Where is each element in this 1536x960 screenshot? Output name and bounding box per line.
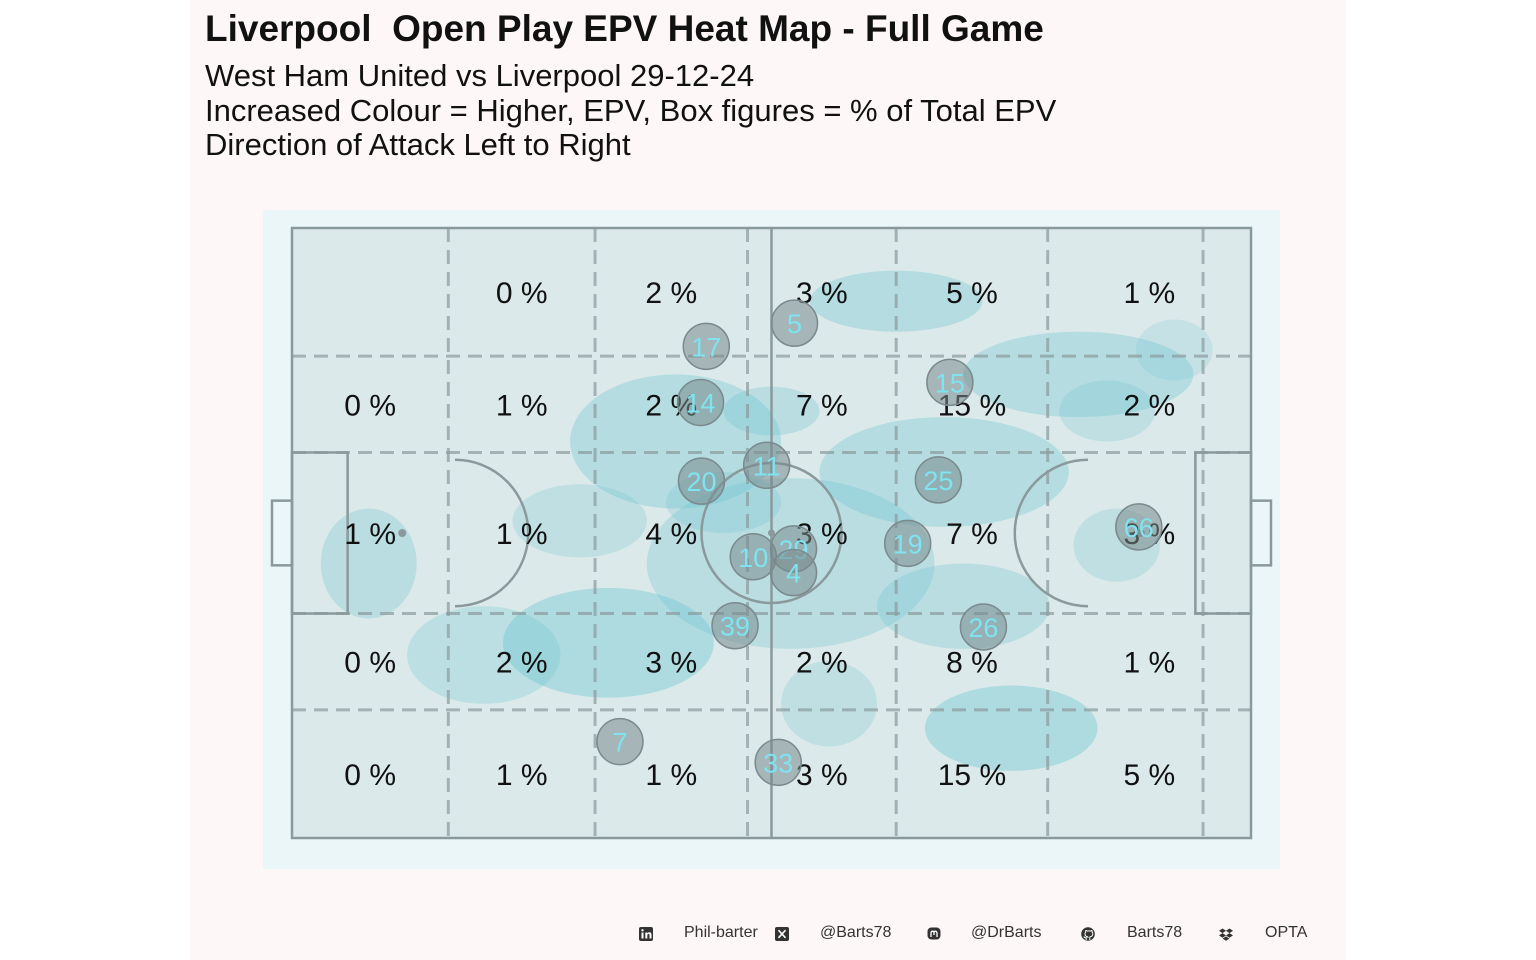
player-number-39: 39	[720, 612, 750, 642]
right-goal	[1249, 499, 1273, 567]
player-marker-11	[742, 441, 791, 490]
density-region-8	[320, 508, 417, 619]
player-marker-15	[926, 358, 974, 407]
player-number-66: 66	[1124, 513, 1154, 543]
player-number-7: 7	[612, 728, 627, 758]
github-handle: Barts78	[1127, 924, 1183, 941]
left-goal	[270, 499, 294, 567]
zone-value-label: 8 %	[946, 647, 998, 680]
player-number-19: 19	[893, 529, 923, 559]
player-number-15: 15	[935, 368, 965, 398]
github-icon	[1081, 927, 1095, 941]
player-marker-14	[676, 378, 725, 427]
right-penalty-arc	[1013, 458, 1088, 608]
zone-value-label: 0 %	[344, 647, 396, 680]
zone-value-label: 2 %	[1123, 389, 1175, 422]
left-penalty-spot	[398, 529, 407, 537]
density-region-7	[407, 606, 561, 704]
data-source: OPTA	[1265, 924, 1308, 941]
zone-value-label: 2 %	[796, 647, 848, 680]
density-region-14	[512, 484, 647, 558]
chart-title: Liverpool Open Play EPV Heat Map - Full …	[205, 8, 1044, 49]
mastodon-icon	[927, 927, 941, 940]
player-number-5: 5	[787, 309, 802, 339]
zone-value-label: 3 %	[645, 647, 697, 680]
player-marker-25	[914, 456, 963, 504]
zone-value-label: 0 %	[344, 389, 396, 422]
player-number-17: 17	[691, 332, 721, 362]
player-marker-19	[883, 519, 932, 568]
player-marker-5	[770, 299, 819, 347]
density-region-16	[1135, 319, 1213, 381]
zone-value-label: 1 %	[496, 518, 548, 551]
chart-subtitle-direction: Direction of Attack Left to Right	[205, 127, 631, 162]
zone-value-label: 1 %	[1123, 647, 1175, 680]
zone-value-label: 3 %	[796, 759, 848, 792]
chart-subtitle-legend: Increased Colour = Higher, EPV, Box figu…	[205, 93, 1057, 128]
zone-value-label: 5 %	[946, 277, 998, 310]
centre-spot	[768, 529, 775, 537]
player-number-11: 11	[753, 451, 781, 481]
player-marker-17	[682, 322, 731, 371]
density-region-5	[924, 685, 1098, 771]
zone-value-label: 1 %	[1123, 277, 1175, 310]
player-marker-26	[959, 603, 1008, 651]
player-marker-66	[1115, 503, 1163, 551]
zone-value-label: 7 %	[946, 518, 998, 551]
left-penalty-arc	[455, 458, 530, 608]
x-handle: @Barts78	[820, 924, 892, 941]
zone-value-label: 1 %	[496, 389, 548, 422]
chart-subtitle-match: West Ham United vs Liverpool 29-12-24	[205, 58, 755, 93]
player-number-14: 14	[686, 388, 716, 418]
player-marker-33	[754, 738, 802, 787]
zone-value-label: 1 %	[645, 759, 697, 792]
player-number-20: 20	[686, 467, 716, 497]
dropbox-icon	[1219, 928, 1233, 941]
zone-value-label: 1 %	[344, 518, 396, 551]
linkedin-handle: Phil-barter	[684, 924, 758, 941]
player-marker-4	[769, 548, 818, 597]
zone-value-label: 0 %	[344, 759, 396, 792]
linkedin-icon	[639, 927, 653, 941]
player-number-25: 25	[923, 466, 953, 496]
zone-value-label: 1 %	[496, 759, 548, 792]
player-number-33: 33	[763, 748, 793, 778]
player-marker-7	[596, 717, 644, 766]
zone-value-label: 0 %	[496, 277, 548, 310]
player-number-26: 26	[968, 613, 998, 643]
zone-value-label: 15 %	[938, 759, 1006, 792]
zone-value-label: 4 %	[645, 518, 697, 551]
player-marker-20	[677, 457, 726, 505]
x-twitter-icon	[775, 927, 789, 941]
density-region-0	[963, 331, 1194, 418]
zone-value-label: 7 %	[796, 389, 848, 422]
player-marker-39	[711, 601, 759, 650]
density-region-15	[781, 661, 877, 747]
player-number-10: 10	[738, 543, 768, 573]
zone-value-label: 5 %	[1123, 759, 1175, 792]
density-region-3	[570, 374, 782, 509]
density-region-13	[1059, 380, 1156, 442]
zone-value-label: 2 %	[645, 277, 697, 310]
zone-value-label: 2 %	[496, 647, 548, 680]
player-number-4: 4	[786, 559, 801, 589]
mastodon-handle: @DrBarts	[971, 924, 1042, 941]
density-region-4	[502, 587, 714, 698]
